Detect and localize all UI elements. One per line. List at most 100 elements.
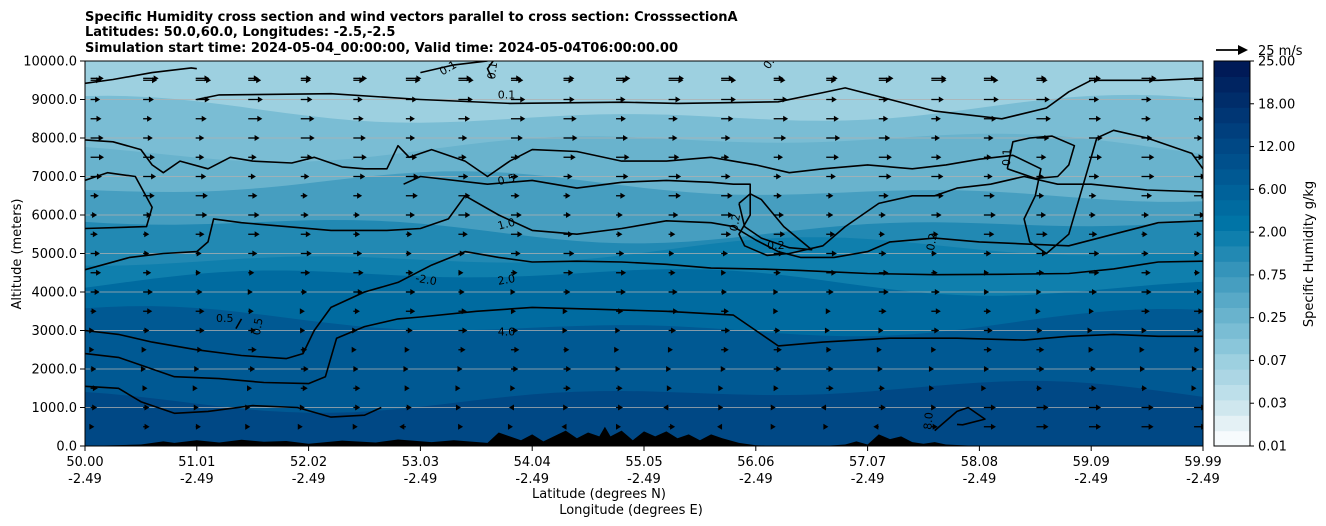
- wind-vector: [931, 269, 938, 276]
- wind-vector: [931, 289, 940, 295]
- wind-vector: [90, 308, 97, 315]
- wind-vector: [300, 135, 315, 141]
- wind-vector: [458, 327, 468, 334]
- wind-vector: [931, 346, 937, 353]
- wind-vector: [1194, 154, 1203, 161]
- wind-vector: [89, 423, 95, 430]
- wind-vector: [668, 327, 677, 334]
- wind-vector: [458, 115, 471, 122]
- wind-vector: [195, 231, 205, 238]
- wind-vector: [1088, 346, 1094, 353]
- wind-vector: [141, 346, 147, 353]
- wind-vector: [1141, 327, 1147, 334]
- wind-vectors: [89, 75, 1203, 430]
- contour-line-0.1: [486, 61, 494, 79]
- wind-vector: [1088, 366, 1096, 372]
- x-tick-label-lat: 54.04: [514, 455, 551, 470]
- wind-vector: [457, 366, 463, 372]
- wind-vector: [143, 212, 152, 218]
- chart-title: Specific Humidity cross section and wind…: [85, 10, 738, 56]
- wind-vector: [510, 115, 526, 122]
- colorbar-segment: [1214, 230, 1250, 247]
- wind-vector: [563, 385, 571, 392]
- wind-vector: [931, 423, 938, 430]
- wind-vector: [826, 135, 841, 141]
- wind-vector: [1141, 212, 1149, 218]
- wind-vector: [353, 250, 363, 257]
- wind-vector: [300, 154, 313, 161]
- gridlines: [85, 99, 1203, 408]
- colorbar-tick-label: 0.07: [1258, 354, 1287, 369]
- wind-vector: [1141, 75, 1157, 82]
- wind-vector: [353, 75, 368, 82]
- wind-vector: [353, 385, 361, 392]
- wind-vector: [773, 385, 779, 392]
- y-tick-label: 3000.0: [32, 324, 78, 339]
- y-tick-label: 4000.0: [32, 286, 78, 301]
- wind-vector: [668, 115, 678, 122]
- quiver-key-arrow-head: [1238, 45, 1248, 55]
- wind-vector: [1088, 308, 1094, 315]
- wind-vector: [90, 154, 105, 161]
- wind-vector: [1139, 346, 1145, 353]
- wind-vector: [668, 269, 676, 276]
- wind-vector: [773, 366, 782, 372]
- wind-vector: [353, 192, 363, 199]
- colorbar-frame: [1213, 60, 1251, 447]
- x-tick-label-lat: 59.99: [1184, 455, 1221, 470]
- wind-vector: [1141, 231, 1148, 238]
- x-axis: 50.00 -2.49 51.01 -2.49 52.02 -2.49 53.03 -2.49…: [66, 446, 1222, 487]
- wind-vector: [616, 75, 631, 82]
- wind-vector: [143, 250, 150, 257]
- contour-label: 4.0: [498, 325, 516, 338]
- wind-vector: [668, 212, 679, 218]
- wind-vector: [824, 327, 830, 334]
- wind-vector: [248, 75, 259, 82]
- wind-vector: [668, 154, 680, 161]
- y-tick-label: 7000.0: [32, 170, 78, 185]
- wind-vector: [405, 212, 415, 218]
- colorbar-tick-label: 2.00: [1258, 226, 1287, 241]
- wind-vector: [458, 423, 464, 430]
- wind-vector: [1036, 385, 1042, 392]
- wind-vector: [353, 289, 363, 295]
- quiver-key-label: 25 m/s: [1258, 44, 1303, 59]
- wind-vector: [248, 135, 260, 141]
- wind-vector: [405, 115, 415, 122]
- wind-vector: [458, 154, 467, 161]
- wind-vector: [773, 192, 782, 199]
- wind-vector: [1036, 327, 1043, 334]
- colorbar-segment: [1214, 245, 1250, 262]
- wind-vector: [721, 154, 730, 161]
- wind-vector: [510, 96, 526, 103]
- wind-vector: [929, 385, 935, 392]
- wind-vector: [143, 115, 153, 122]
- wind-vector: [1036, 404, 1049, 411]
- wind-vector: [510, 385, 516, 392]
- wind-vector: [826, 385, 834, 392]
- contour-line-2.0: [85, 250, 1203, 360]
- wind-vector: [931, 115, 941, 122]
- colorbar-tick-label: 18.00: [1258, 97, 1295, 112]
- wind-vector: [1036, 192, 1045, 199]
- wind-vector: [668, 75, 684, 82]
- colorbar-segment: [1214, 276, 1250, 293]
- wind-vector: [720, 366, 726, 372]
- wind-vector: [773, 115, 789, 122]
- wind-vector: [931, 327, 940, 334]
- wind-vector: [248, 115, 263, 122]
- wind-vector: [1141, 173, 1155, 180]
- wind-vector: [90, 212, 98, 218]
- wind-vector: [1087, 327, 1093, 334]
- wind-vector: [773, 173, 782, 180]
- colorbar-segment: [1214, 338, 1250, 355]
- quiver-key: 25 m/s: [1216, 44, 1303, 59]
- wind-vector: [510, 289, 516, 295]
- wind-vector: [721, 192, 733, 199]
- colorbar-tick-label: 6.00: [1258, 183, 1287, 198]
- wind-vector: [1036, 423, 1049, 430]
- wind-vector: [1036, 115, 1051, 122]
- wind-vector: [1191, 385, 1197, 392]
- wind-vector: [668, 173, 682, 180]
- colorbar-segment: [1214, 292, 1250, 308]
